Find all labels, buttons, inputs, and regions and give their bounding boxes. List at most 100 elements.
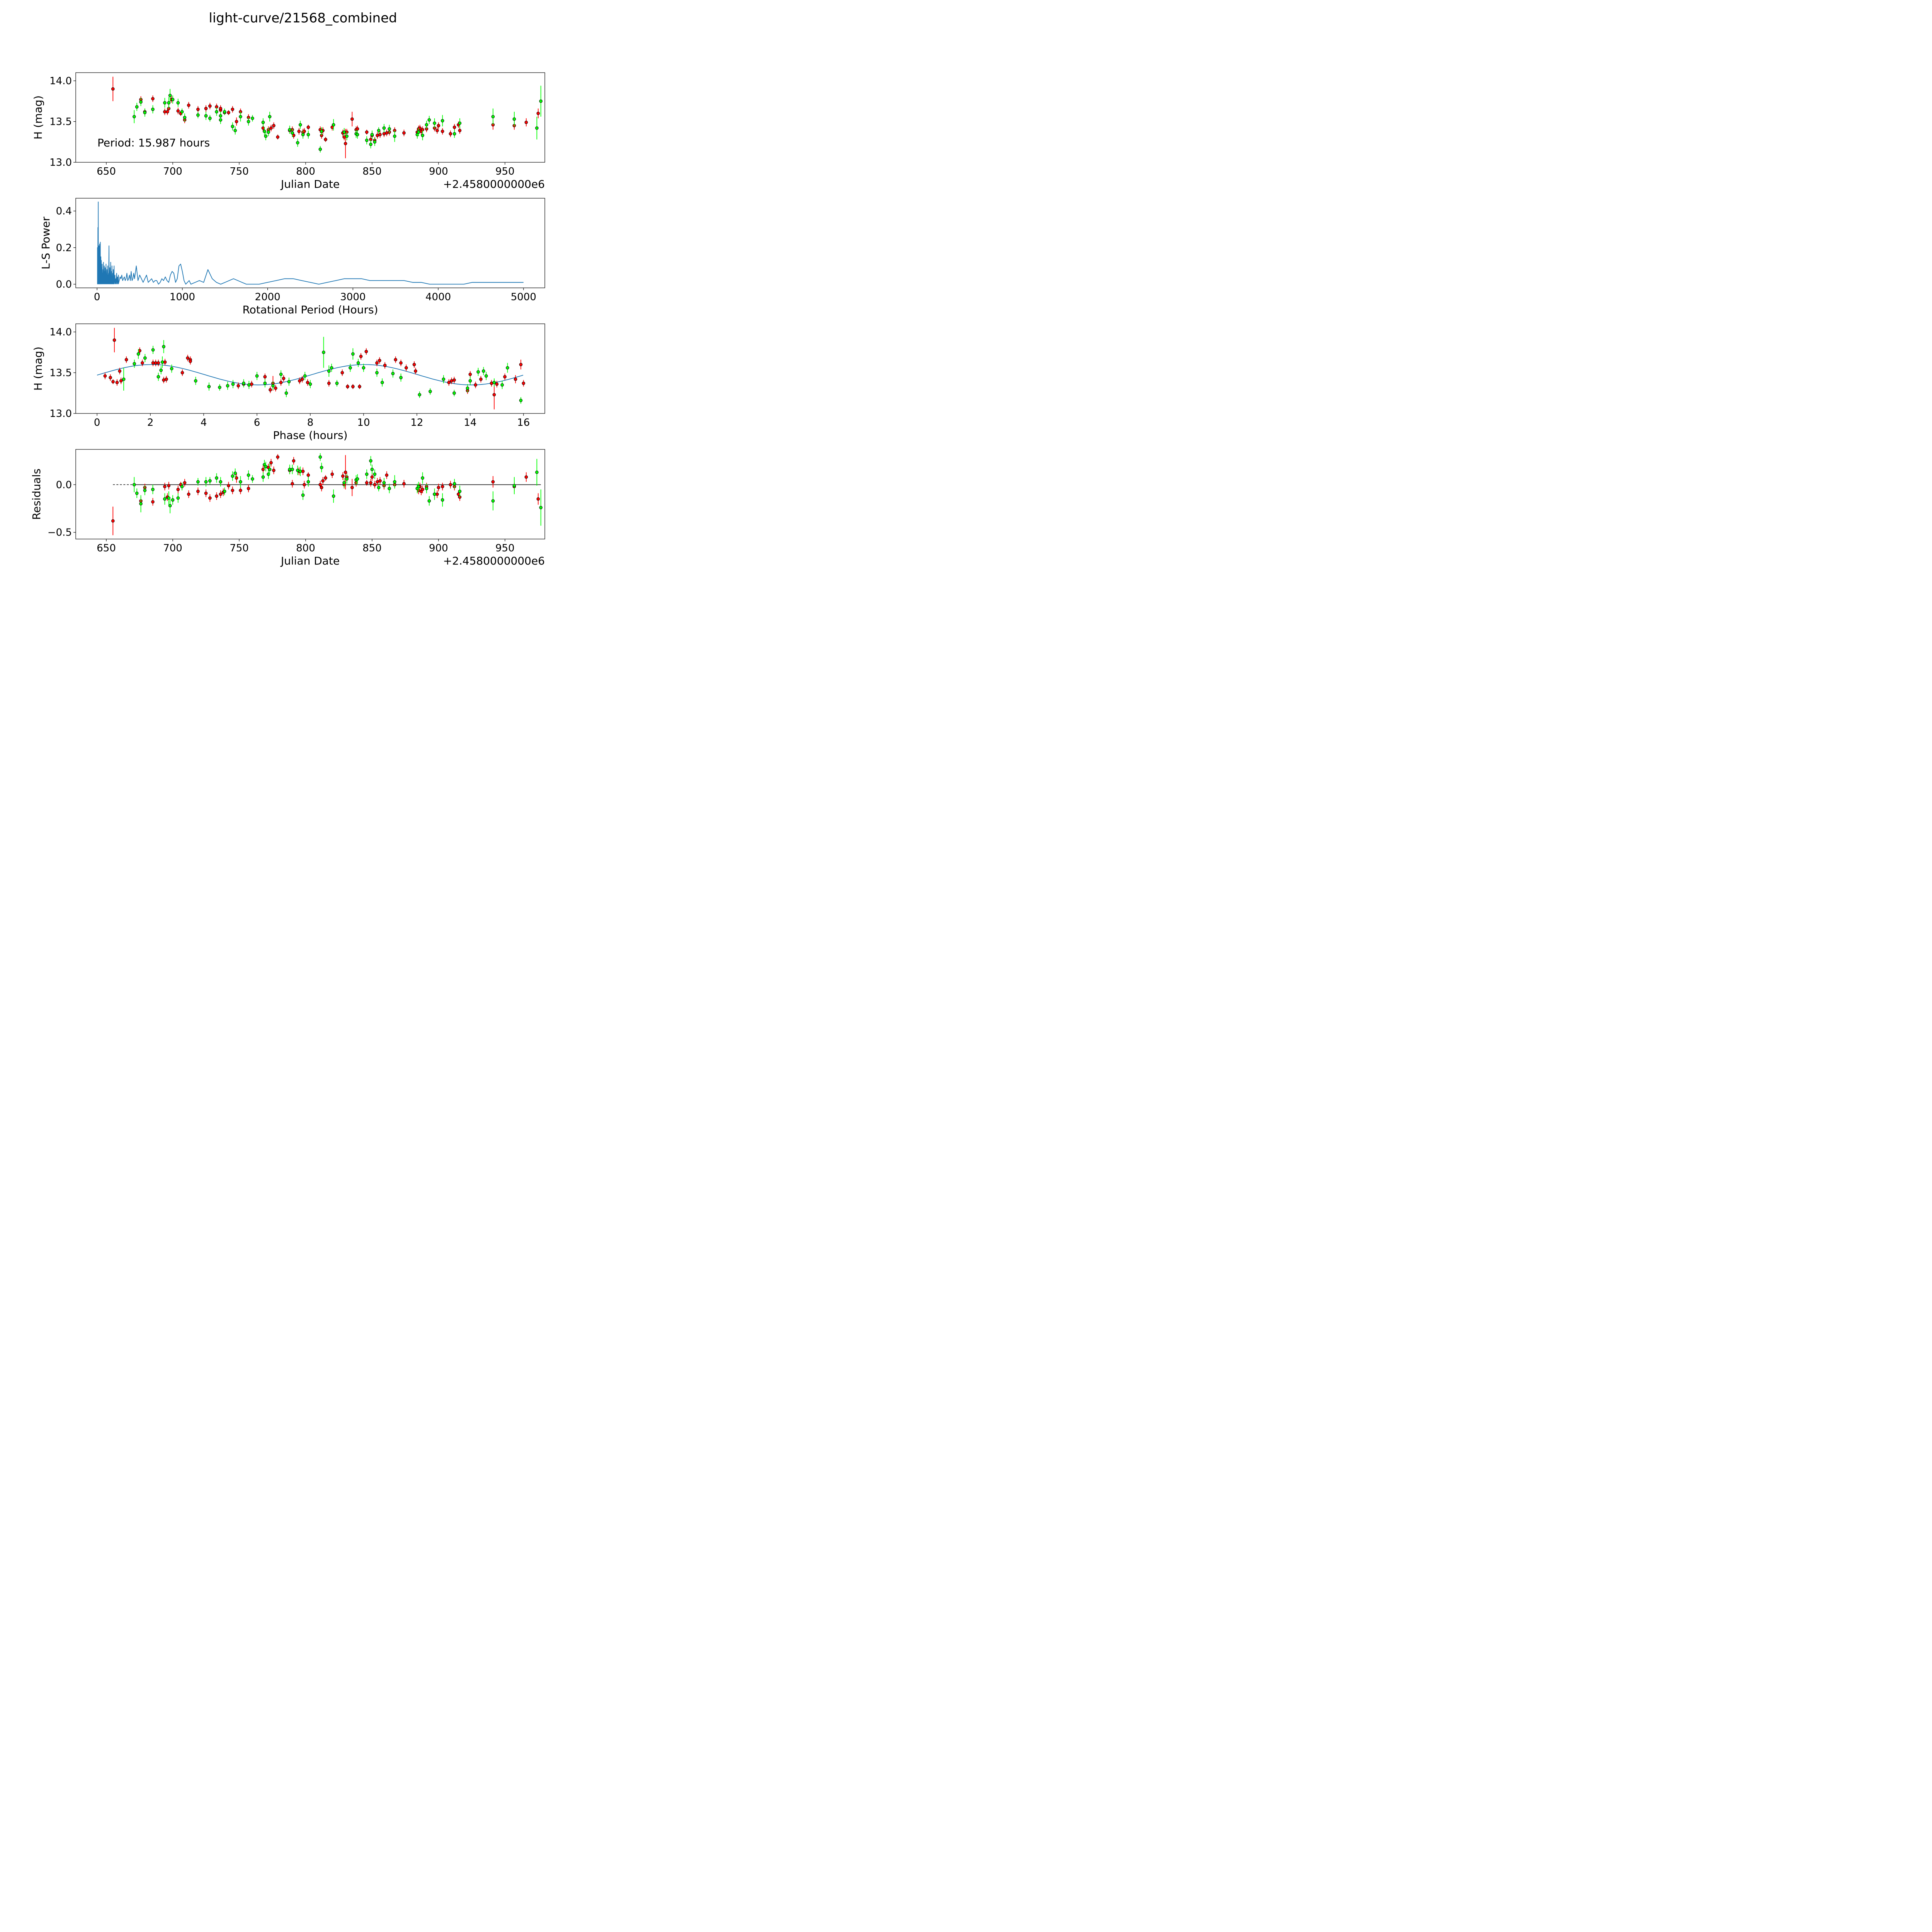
green-data-point (356, 361, 360, 365)
red-data-point (324, 138, 327, 141)
red-data-point (167, 484, 171, 488)
green-data-point (492, 381, 496, 384)
green-data-point (196, 113, 200, 117)
red-data-point (187, 492, 190, 496)
model-fit-curve (97, 364, 524, 386)
green-data-point (535, 470, 539, 474)
x-tick-label: 0 (94, 291, 100, 303)
x-tick-label: 1000 (170, 291, 195, 303)
x-tick-label: 800 (296, 166, 315, 177)
red-data-point (344, 142, 347, 145)
x-tick-label: 700 (163, 543, 182, 554)
green-data-point (143, 111, 147, 114)
x-tick-label: 700 (163, 166, 182, 177)
green-data-point (139, 502, 143, 505)
green-data-point (303, 374, 307, 378)
green-data-point (263, 129, 266, 133)
green-data-point (388, 486, 391, 490)
red-data-point (350, 117, 354, 121)
phase-ylabel: H (mag) (32, 347, 44, 391)
red-data-point (369, 481, 372, 485)
green-data-point (122, 378, 126, 381)
green-data-point (261, 121, 265, 124)
red-data-point (359, 355, 363, 358)
red-data-point (351, 385, 355, 388)
green-data-point (196, 480, 200, 484)
green-data-point (425, 486, 429, 490)
green-data-point (247, 120, 250, 123)
green-data-point (377, 129, 381, 133)
red-data-point (365, 130, 369, 134)
red-data-point (394, 358, 398, 362)
green-data-point (219, 114, 223, 118)
red-data-point (227, 484, 230, 488)
x-tick-label: 950 (495, 543, 515, 554)
red-data-point (435, 129, 439, 133)
red-data-point (215, 494, 218, 498)
x-tick-label: 850 (362, 543, 382, 554)
red-data-point (180, 371, 184, 374)
green-data-point (296, 141, 299, 145)
red-data-point (321, 479, 325, 483)
y-tick-label: 13.0 (49, 408, 72, 420)
red-data-point (176, 488, 180, 491)
red-data-point (301, 378, 304, 381)
red-data-point (370, 475, 374, 479)
green-data-point (255, 374, 259, 378)
green-data-point (176, 496, 180, 500)
green-data-point (135, 492, 139, 495)
green-data-point (433, 121, 436, 125)
green-data-point (476, 370, 480, 374)
green-data-point (512, 117, 516, 121)
red-data-point (452, 378, 456, 382)
red-data-point (219, 107, 223, 111)
red-data-point (437, 124, 440, 128)
red-data-point (276, 455, 280, 459)
red-data-point (344, 470, 347, 474)
red-data-point (447, 381, 451, 384)
red-data-point (364, 350, 368, 354)
red-data-point (208, 496, 212, 500)
red-data-point (440, 485, 444, 488)
green-data-point (180, 485, 184, 488)
axes-frame (75, 198, 545, 288)
x-tick-label: 650 (97, 543, 116, 554)
green-data-point (342, 481, 346, 485)
green-data-point (452, 482, 456, 486)
red-data-point (303, 483, 306, 486)
green-data-point (251, 477, 254, 481)
green-data-point (318, 455, 322, 459)
green-data-point (535, 126, 539, 130)
x-tick-label: 16 (517, 417, 530, 429)
figure-background (0, 0, 603, 603)
red-data-point (176, 109, 180, 113)
red-data-point (109, 376, 112, 379)
green-data-point (421, 476, 424, 480)
green-data-point (264, 134, 268, 138)
green-data-point (171, 498, 175, 502)
green-data-point (239, 480, 242, 484)
red-data-point (272, 468, 276, 472)
green-data-point (418, 393, 422, 396)
x-tick-label: 5000 (511, 291, 536, 303)
green-data-point (429, 389, 432, 393)
red-data-point (272, 124, 276, 128)
red-data-point (298, 379, 301, 383)
red-data-point (491, 480, 495, 484)
red-data-point (124, 358, 128, 362)
green-data-point (393, 480, 396, 484)
y-tick-label: 0.4 (56, 206, 72, 217)
red-data-point (341, 474, 345, 478)
green-data-point (291, 468, 294, 471)
figure-title: light-curve/21568_combined (209, 10, 397, 26)
green-data-point (388, 127, 391, 131)
green-data-point (151, 348, 155, 352)
red-data-point (156, 361, 160, 365)
red-data-point (231, 107, 235, 111)
x-tick-label: 12 (410, 417, 423, 429)
y-tick-label: 13.0 (49, 157, 72, 168)
red-data-point (119, 379, 123, 383)
red-data-point (239, 488, 242, 492)
red-data-point (522, 381, 526, 385)
green-data-point (233, 471, 237, 475)
